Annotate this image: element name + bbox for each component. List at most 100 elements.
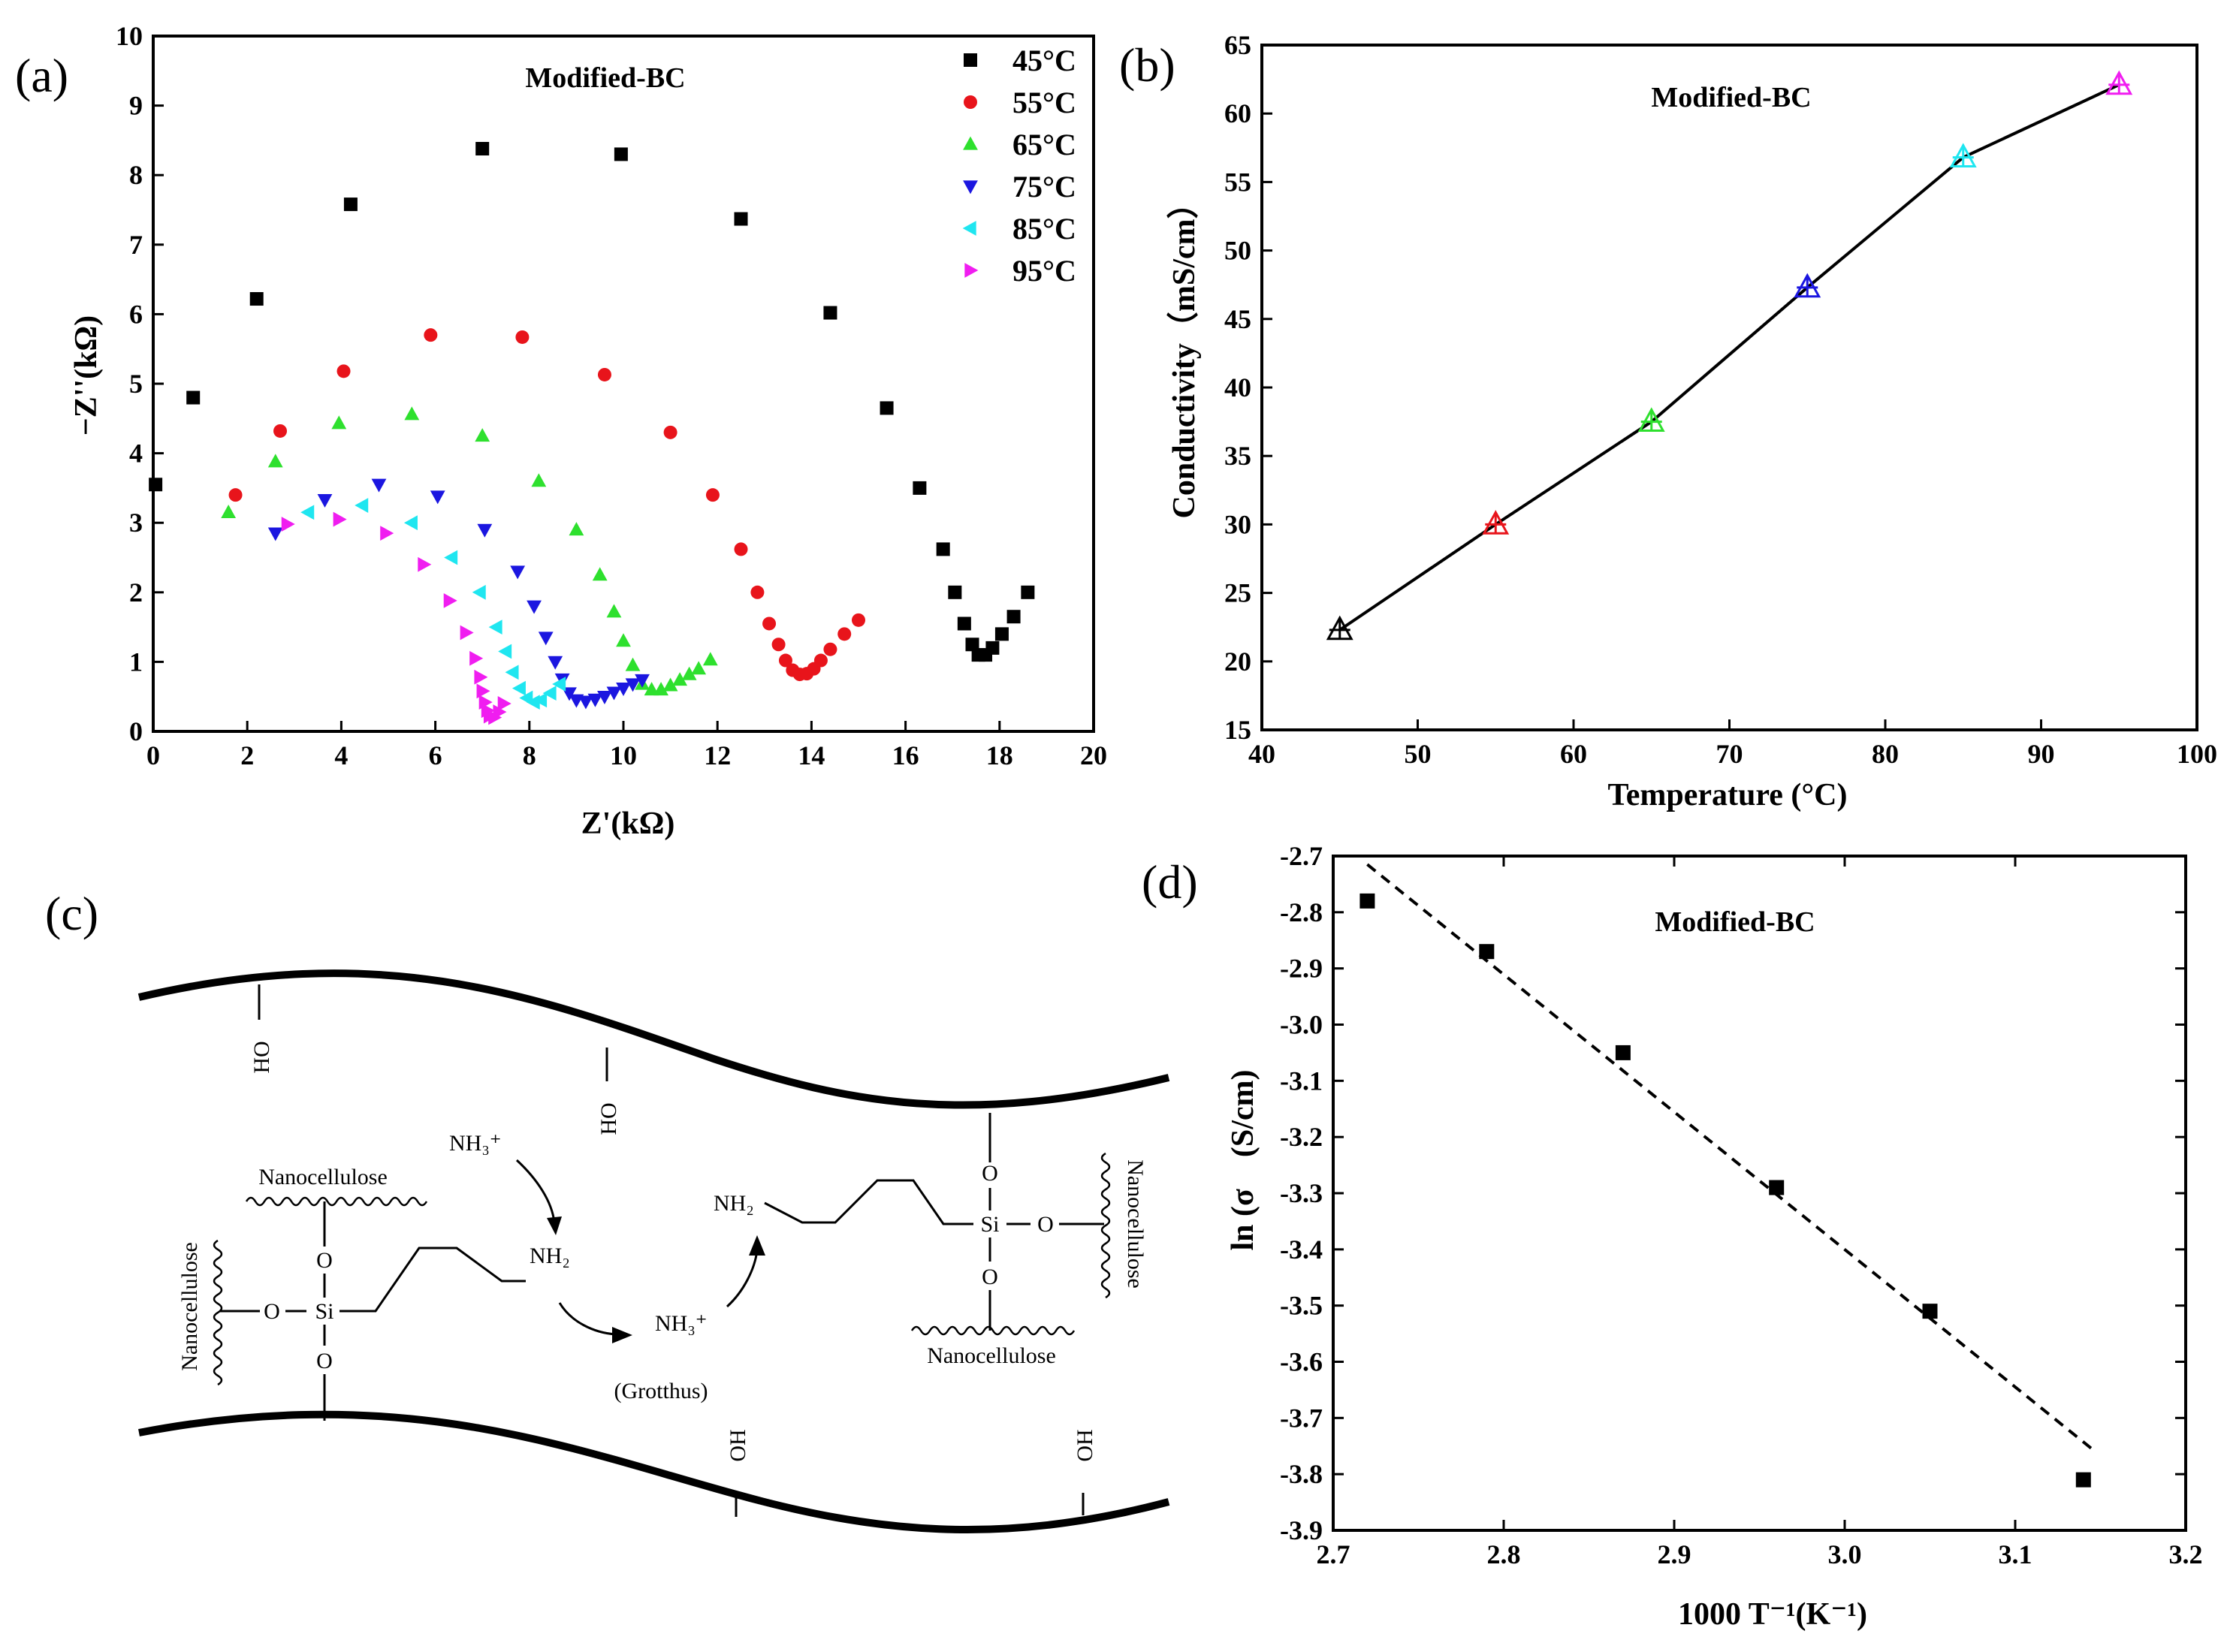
- data-point: [1359, 893, 1375, 909]
- data-point-65c: [662, 677, 678, 692]
- data-point-65c: [644, 682, 659, 696]
- y-tick-label: -3.3: [1280, 1178, 1323, 1208]
- lower-cellulose-chain: [138, 1410, 1170, 1533]
- panel-a-frame: [152, 35, 1095, 733]
- data-point-45c: [149, 478, 163, 492]
- x-tick-label: 100: [2177, 739, 2217, 769]
- atom-o-down-right: O: [982, 1265, 998, 1289]
- data-point-95c: [380, 526, 394, 541]
- data-point: [1479, 944, 1495, 960]
- data-point-75c: [587, 693, 603, 707]
- data-point-55c: [750, 585, 765, 599]
- panel-d-x-axis-label: 1000 T⁻¹(K⁻¹): [1678, 1597, 1867, 1632]
- x-tick-label: 2.8: [1487, 1539, 1521, 1569]
- panel-a-data-points: [149, 142, 1035, 725]
- y-tick-label: 0: [129, 716, 143, 746]
- data-point-75c: [548, 656, 563, 670]
- data-point-55c: [705, 488, 720, 502]
- x-tick-label: 4: [334, 740, 348, 770]
- atom-o-down-left: O: [316, 1349, 333, 1373]
- nanocellulose-label-left: Nanocellulose: [177, 1242, 202, 1371]
- y-tick-label: 35: [1224, 441, 1251, 471]
- nanocellulose-label-top-left: Nanocellulose: [258, 1165, 388, 1189]
- legend-marker: [964, 53, 977, 67]
- y-tick-label: -3.6: [1280, 1347, 1323, 1377]
- data-point-85c: [542, 686, 557, 701]
- legend-marker: [964, 263, 979, 278]
- panel-b: (b) 40 50 60 70 80 90 100 15 20 25 30 35 40 45 50 55 60…: [1119, 30, 2217, 812]
- panel-letter-c: (c): [45, 887, 98, 940]
- x-tick-label: 2.9: [1658, 1539, 1691, 1569]
- atom-o-left: O: [264, 1299, 280, 1324]
- y-tick-label: -3.8: [1280, 1459, 1323, 1489]
- label-oh-2: OH: [1073, 1429, 1097, 1461]
- legend-label: 95°C: [1012, 254, 1076, 288]
- panel-b-data-points: [1326, 70, 2133, 641]
- y-tick-label: 30: [1224, 509, 1251, 539]
- data-point-85c: [533, 692, 548, 708]
- data-point-75c: [317, 493, 333, 508]
- arrow-head-1: [547, 1216, 562, 1235]
- data-point-75c: [578, 695, 593, 710]
- atom-o-up-left: O: [316, 1248, 333, 1273]
- data-point-45c: [249, 292, 264, 306]
- arrow-curve-2: [558, 1302, 617, 1336]
- legend-label: 85°C: [1012, 212, 1076, 246]
- data-point-75c: [510, 565, 526, 580]
- atom-si-right: Si: [980, 1212, 999, 1237]
- nh3-top: NH₃⁺: [449, 1131, 502, 1156]
- data-point-65c: [672, 672, 688, 686]
- data-point-55c: [823, 642, 837, 656]
- y-tick-label: -2.7: [1280, 841, 1323, 871]
- data-point-85c: [472, 584, 486, 600]
- y-tick-label: 15: [1224, 715, 1251, 745]
- legend-label: 45°C: [1012, 44, 1076, 77]
- x-tick-label: 80: [1872, 739, 1899, 769]
- data-point-65c: [625, 657, 641, 671]
- conductivity-line: [1338, 83, 2120, 632]
- label-ho-1: HO: [249, 1041, 274, 1073]
- panel-d-x-ticks: 2.7 2.8 2.9 3.0 3.1 3.2: [1317, 856, 2203, 1569]
- linear-fit-line: [1366, 863, 2093, 1451]
- panel-d: (d) 2.7 2.8 2.9 3.0 3.1 3.2 -2.7-2.8-2.9-3.0-…: [1142, 841, 2203, 1632]
- y-tick-label: 5: [129, 369, 143, 399]
- y-tick-label: 7: [129, 230, 143, 260]
- panel-d-data-points: [1359, 893, 2091, 1488]
- data-point-65c: [221, 504, 237, 518]
- panel-b-x-ticks: 40 50 60 70 80 90 100: [1248, 719, 2217, 769]
- data-point-65c: [702, 652, 718, 666]
- y-tick-label: 2: [129, 577, 143, 607]
- y-tick-label: 40: [1224, 372, 1251, 402]
- data-point-65c: [404, 406, 420, 421]
- panel-a-x-ticks: 0 2 4 6 8 10 12 14 16 18 20: [146, 721, 1107, 770]
- y-tick-label: 9: [129, 91, 143, 121]
- data-point-55c: [734, 542, 748, 556]
- panel-letter-a: (a): [15, 49, 68, 102]
- panel-d-y-axis-label: ln (σ (S/cm): [1226, 1070, 1260, 1251]
- data-point-85c: [511, 680, 526, 696]
- y-tick-label: -3.1: [1280, 1066, 1323, 1096]
- x-tick-label: 3.0: [1828, 1539, 1862, 1569]
- x-tick-label: 3.1: [1999, 1539, 2032, 1569]
- panel-a-y-ticks: 0 1 2 3 4 5 6 7 8 9 10: [116, 21, 164, 746]
- nanocellulose-label-bottom-right: Nanocellulose: [927, 1343, 1056, 1368]
- data-point-95c: [493, 704, 507, 719]
- data-point-85c: [355, 498, 369, 513]
- data-point-45c: [1006, 610, 1021, 624]
- atom-o-right: O: [1037, 1212, 1054, 1237]
- data-point-75c: [597, 691, 612, 705]
- data-point-65c: [475, 428, 490, 442]
- data-point-75c: [538, 632, 554, 646]
- x-tick-label: 16: [892, 740, 919, 770]
- x-tick-label: 6: [429, 740, 442, 770]
- data-point-55c: [813, 653, 828, 668]
- data-point-75c: [371, 478, 387, 493]
- y-tick-label: 55: [1224, 167, 1251, 197]
- nanocellulose-label-right: Nanocellulose: [1123, 1159, 1148, 1289]
- x-tick-label: 18: [986, 740, 1013, 770]
- y-tick-label: -2.9: [1280, 954, 1323, 984]
- data-point-95c: [333, 511, 347, 527]
- y-tick-label: -3.0: [1280, 1010, 1323, 1040]
- panel-c-scheme: (c) HO HO OH OH Nanocellulose O Si O O N…: [45, 887, 1170, 1533]
